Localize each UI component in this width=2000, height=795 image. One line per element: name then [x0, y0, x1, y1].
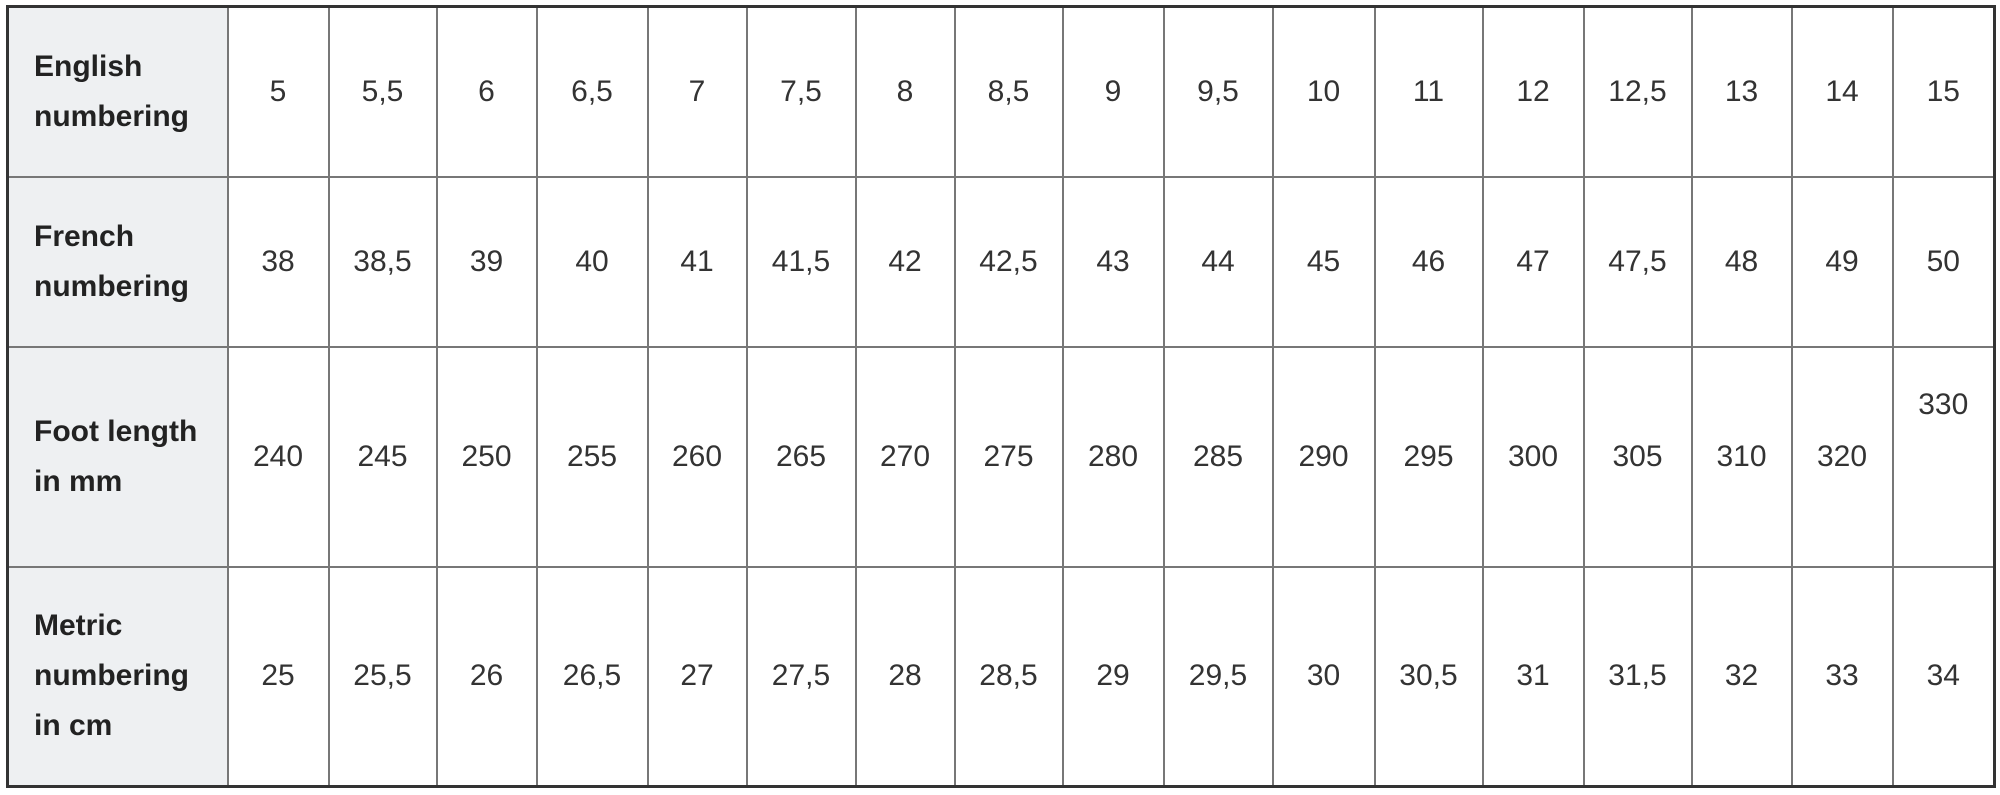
table-cell: 12,5 — [1582, 5, 1693, 178]
table-cell: 46 — [1373, 175, 1484, 348]
row-header: Metric numbering in cm — [6, 565, 229, 788]
table-cell: 5 — [226, 5, 330, 178]
table-cell: 10 — [1271, 5, 1376, 178]
table-cell: 27 — [646, 565, 748, 788]
shoe-size-table: English numbering 5 5,5 6 6,5 7 7,5 8 8,5 9 9,5 10 1… — [6, 5, 1996, 788]
table-cell: 8,5 — [953, 5, 1064, 178]
table-cell: 31,5 — [1582, 565, 1693, 788]
table-cell: 9 — [1061, 5, 1165, 178]
table-cell: 47,5 — [1582, 175, 1693, 348]
table-cell: 28 — [854, 565, 956, 788]
table-cell: 39 — [435, 175, 538, 348]
table-cell: 280 — [1061, 345, 1165, 568]
table-cell: 5,5 — [327, 5, 438, 178]
table-cell: 33 — [1790, 565, 1894, 788]
table-cell: 50 — [1891, 175, 1996, 348]
table-cell: 32 — [1690, 565, 1793, 788]
table-cell: 26 — [435, 565, 538, 788]
table-cell: 49 — [1790, 175, 1894, 348]
table-cell: 275 — [953, 345, 1064, 568]
table-cell: 330 — [1891, 345, 1996, 568]
table-cell: 255 — [535, 345, 649, 568]
table-cell: 6,5 — [535, 5, 649, 178]
table-cell: 320 — [1790, 345, 1894, 568]
table-cell: 43 — [1061, 175, 1165, 348]
table-cell: 295 — [1373, 345, 1484, 568]
table-cell: 7,5 — [745, 5, 857, 178]
table-cell: 270 — [854, 345, 956, 568]
table-cell: 28,5 — [953, 565, 1064, 788]
table-cell: 305 — [1582, 345, 1693, 568]
table-cell: 44 — [1162, 175, 1274, 348]
row-header: English numbering — [6, 5, 229, 178]
table-row-english-numbering: English numbering 5 5,5 6 6,5 7 7,5 8 8,5 9 9,5 10 1… — [6, 5, 1996, 178]
table-cell: 34 — [1891, 565, 1996, 788]
table-cell: 8 — [854, 5, 956, 178]
table-cell: 15 — [1891, 5, 1996, 178]
table-cell: 14 — [1790, 5, 1894, 178]
table-cell: 310 — [1690, 345, 1793, 568]
table-cell: 7 — [646, 5, 748, 178]
table-cell: 30 — [1271, 565, 1376, 788]
table-row-foot-length-mm: Foot length in mm 240 245 250 255 260 265 270 27… — [6, 345, 1996, 568]
table-cell: 260 — [646, 345, 748, 568]
table-cell: 25 — [226, 565, 330, 788]
table-row-metric-numbering-cm: Metric numbering in cm 25 25,5 26 26,5 27 27,5… — [6, 565, 1996, 788]
table-cell: 26,5 — [535, 565, 649, 788]
table-cell: 25,5 — [327, 565, 438, 788]
table-cell: 240 — [226, 345, 330, 568]
table-row-french-numbering: French numbering 38 38,5 39 40 41 41,5 42 42,5 43… — [6, 175, 1996, 348]
table-cell: 30,5 — [1373, 565, 1484, 788]
row-header: French numbering — [6, 175, 229, 348]
table-cell: 40 — [535, 175, 649, 348]
row-header: Foot length in mm — [6, 345, 229, 568]
table-cell: 290 — [1271, 345, 1376, 568]
table-cell: 38,5 — [327, 175, 438, 348]
table-cell: 47 — [1481, 175, 1585, 348]
table-cell: 29 — [1061, 565, 1165, 788]
table-cell: 9,5 — [1162, 5, 1274, 178]
table-cell: 38 — [226, 175, 330, 348]
table-cell: 245 — [327, 345, 438, 568]
table-cell: 11 — [1373, 5, 1484, 178]
table-cell: 42 — [854, 175, 956, 348]
table-cell: 13 — [1690, 5, 1793, 178]
table-cell: 6 — [435, 5, 538, 178]
table-cell: 27,5 — [745, 565, 857, 788]
table-cell: 31 — [1481, 565, 1585, 788]
table-cell: 300 — [1481, 345, 1585, 568]
table-cell: 265 — [745, 345, 857, 568]
table-cell: 250 — [435, 345, 538, 568]
table-cell: 42,5 — [953, 175, 1064, 348]
table-cell: 48 — [1690, 175, 1793, 348]
table-cell: 12 — [1481, 5, 1585, 178]
table-cell: 45 — [1271, 175, 1376, 348]
table-cell: 29,5 — [1162, 565, 1274, 788]
table-cell: 285 — [1162, 345, 1274, 568]
table-cell: 41,5 — [745, 175, 857, 348]
table-cell: 41 — [646, 175, 748, 348]
